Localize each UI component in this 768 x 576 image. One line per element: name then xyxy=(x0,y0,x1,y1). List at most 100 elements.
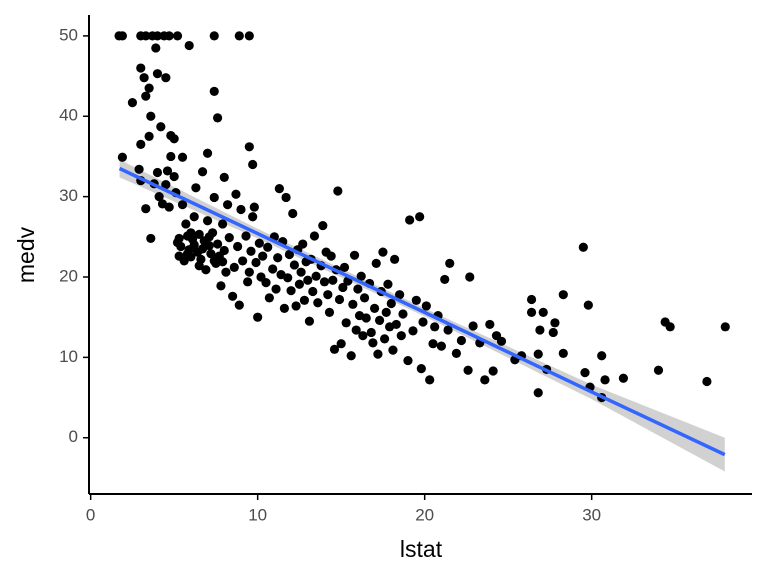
point xyxy=(244,31,254,41)
point xyxy=(398,309,408,319)
point xyxy=(653,365,664,375)
point xyxy=(456,335,467,346)
x-axis-title: lstat xyxy=(400,536,443,562)
point xyxy=(164,31,174,41)
point xyxy=(526,307,537,317)
point xyxy=(206,249,216,259)
point xyxy=(166,151,176,162)
point xyxy=(161,179,171,190)
point xyxy=(279,303,289,313)
point xyxy=(154,192,164,202)
point xyxy=(212,239,223,249)
point xyxy=(665,322,675,332)
point xyxy=(216,281,226,291)
point xyxy=(134,164,144,174)
point xyxy=(323,290,333,300)
point xyxy=(334,294,345,305)
point xyxy=(308,286,318,297)
point xyxy=(359,293,370,303)
point xyxy=(488,366,498,376)
point xyxy=(243,277,253,287)
point xyxy=(184,40,194,51)
point xyxy=(533,349,543,359)
point xyxy=(328,275,338,285)
point xyxy=(485,319,495,330)
point xyxy=(136,63,146,73)
point xyxy=(558,290,568,300)
point xyxy=(379,334,390,344)
point xyxy=(197,244,208,254)
point xyxy=(526,294,537,305)
point xyxy=(425,375,435,385)
point xyxy=(152,69,163,79)
point xyxy=(374,315,385,326)
point xyxy=(580,368,590,378)
point xyxy=(161,73,171,83)
point xyxy=(326,251,336,261)
point xyxy=(550,318,560,328)
point xyxy=(209,86,219,96)
point xyxy=(136,139,146,149)
point xyxy=(169,171,179,182)
point xyxy=(289,260,300,270)
point xyxy=(368,338,378,348)
point xyxy=(538,307,548,317)
point xyxy=(299,295,310,305)
point xyxy=(284,249,295,260)
point xyxy=(415,212,425,222)
point xyxy=(408,326,418,336)
point xyxy=(141,31,151,41)
point xyxy=(480,375,490,385)
point xyxy=(329,344,340,354)
point xyxy=(174,233,184,244)
point xyxy=(411,295,421,305)
y-tick-label: 20 xyxy=(59,266,78,285)
point xyxy=(194,229,204,240)
point xyxy=(191,183,201,193)
point xyxy=(395,290,405,300)
point xyxy=(436,341,446,351)
point xyxy=(258,251,268,261)
point xyxy=(421,301,431,311)
point xyxy=(339,262,350,272)
point xyxy=(176,241,186,252)
point xyxy=(296,267,306,277)
point xyxy=(358,331,368,341)
point xyxy=(151,43,161,53)
point xyxy=(224,233,234,243)
point xyxy=(428,339,438,349)
point xyxy=(451,348,462,358)
point xyxy=(236,204,246,215)
point xyxy=(246,246,256,256)
point xyxy=(440,274,450,285)
point xyxy=(209,256,219,266)
point xyxy=(169,134,179,144)
point xyxy=(201,265,211,275)
point xyxy=(361,313,371,323)
point xyxy=(381,307,391,317)
point xyxy=(391,319,401,330)
point xyxy=(396,331,406,341)
point xyxy=(351,325,361,335)
point xyxy=(244,267,254,277)
point xyxy=(720,322,730,332)
point xyxy=(263,242,273,252)
point xyxy=(313,298,323,308)
point xyxy=(241,231,251,241)
point xyxy=(234,31,244,41)
point xyxy=(219,245,229,256)
fit-line xyxy=(118,166,726,457)
point xyxy=(309,231,320,241)
point xyxy=(229,262,239,272)
point xyxy=(162,166,173,176)
point xyxy=(390,254,400,264)
point xyxy=(583,300,593,310)
point xyxy=(341,318,351,328)
point xyxy=(177,200,188,210)
point xyxy=(445,258,455,268)
point xyxy=(234,300,244,310)
x-tick-label: 20 xyxy=(415,505,434,524)
point xyxy=(156,122,166,132)
point xyxy=(294,279,305,289)
y-axis-title: medv xyxy=(13,226,39,283)
